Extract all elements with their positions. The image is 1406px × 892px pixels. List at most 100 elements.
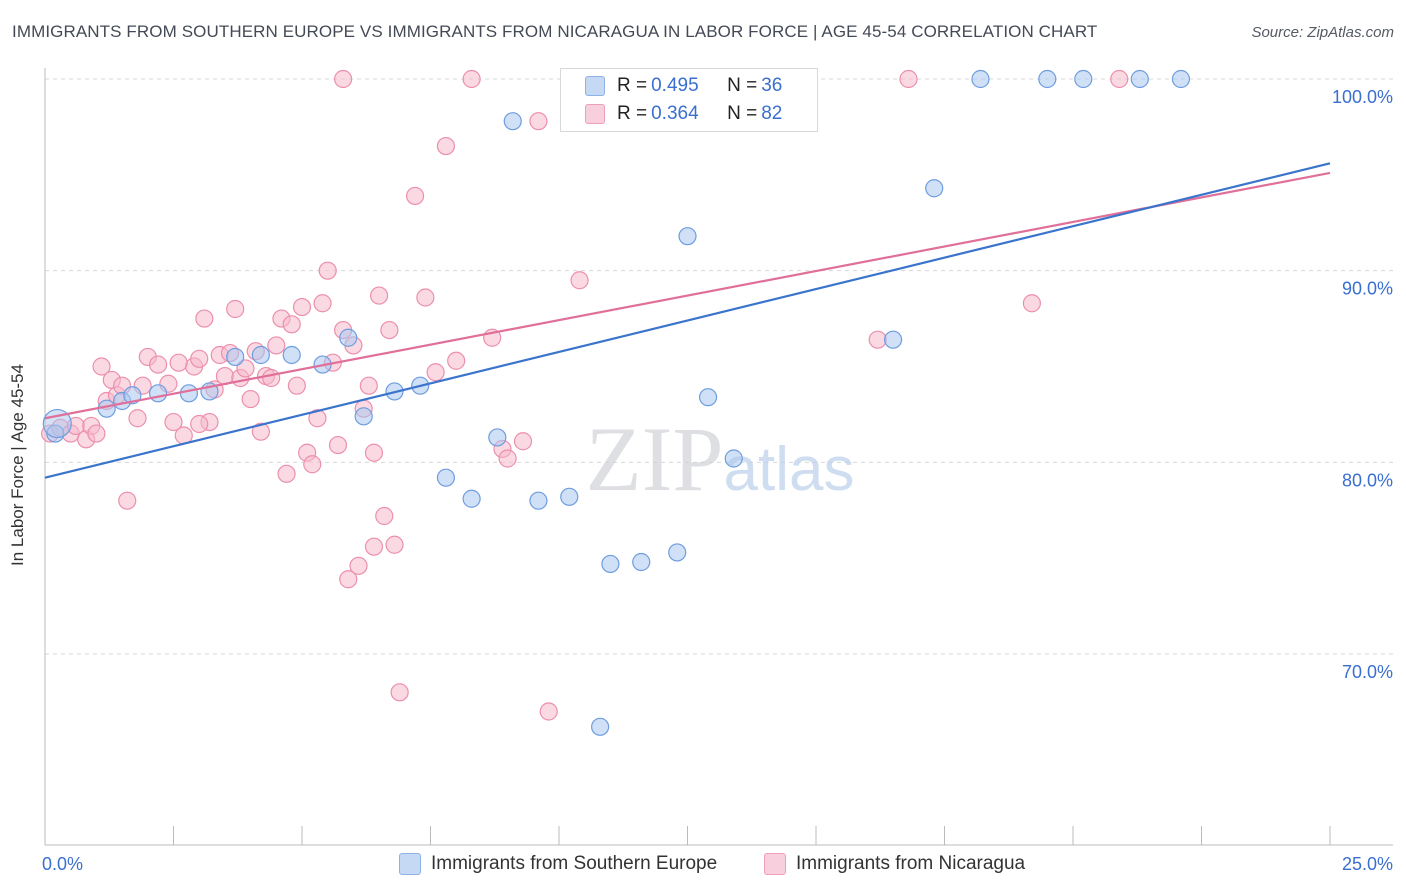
nicaragua-point [328, 435, 348, 455]
southern-europe-point [1130, 69, 1149, 89]
series-southern-europe-points [42, 69, 1191, 736]
legend-r-value: 0.495 [651, 75, 699, 96]
nicaragua-point [539, 702, 558, 721]
southern-europe-point [339, 328, 358, 347]
southern-europe-point [1074, 69, 1093, 89]
nicaragua-point [190, 414, 209, 434]
southern-europe-point [883, 330, 903, 349]
trend-line-southern-europe [44, 162, 1331, 479]
legend-item-nicaragua: Immigrants from Nicaragua [764, 852, 1025, 876]
y-tick-label: 70.0% [1342, 662, 1393, 682]
southern-europe-point [678, 227, 697, 246]
nicaragua-point [164, 412, 183, 432]
nicaragua-point [195, 309, 214, 328]
y-tick-label: 90.0% [1342, 279, 1393, 299]
southern-europe-point [1171, 69, 1191, 89]
nicaragua-point [359, 376, 378, 395]
nicaragua-point [339, 570, 358, 589]
legend-swatch-blue [399, 853, 421, 875]
nicaragua-point [267, 336, 286, 355]
nicaragua-point [226, 299, 245, 319]
nicaragua-point [899, 69, 918, 89]
nicaragua-point [1022, 294, 1041, 313]
nicaragua-point [416, 288, 435, 307]
nicaragua-point [498, 449, 517, 468]
nicaragua-point [190, 349, 209, 368]
nicaragua-point [570, 271, 589, 290]
nicaragua-point [236, 359, 255, 378]
x-tick-label: 25.0% [1342, 854, 1393, 874]
nicaragua-point [364, 443, 384, 462]
legend-row-southern-europe: R = 0.495 N = 36 [585, 73, 782, 99]
legend-r-label: R = [617, 75, 648, 96]
southern-europe-point [148, 384, 168, 403]
southern-europe-point [1038, 69, 1057, 89]
southern-europe-point [698, 388, 718, 407]
nicaragua-point [529, 112, 548, 131]
southern-europe-point [601, 554, 620, 574]
nicaragua-point [334, 69, 353, 89]
nicaragua-point [375, 506, 394, 526]
southern-europe-point [462, 489, 481, 508]
legend-n-value: 36 [761, 75, 783, 96]
nicaragua-point [390, 683, 409, 702]
southern-europe-point [503, 112, 522, 131]
legend-row-nicaragua: R = 0.364 N = 82 [585, 101, 782, 127]
southern-europe-point [488, 428, 507, 447]
nicaragua-point [308, 409, 327, 428]
nicaragua-point [313, 294, 332, 313]
legend-swatch-pink [764, 853, 786, 875]
southern-europe-point [591, 717, 610, 736]
legend-n-label: N = [727, 103, 758, 124]
nicaragua-point [292, 297, 312, 317]
southern-europe-point [354, 407, 373, 426]
southern-europe-point [226, 347, 245, 367]
source-label: Source: ZipAtlas.com [1251, 24, 1394, 41]
nicaragua-point [169, 353, 188, 372]
trend-line-nicaragua [44, 171, 1331, 420]
southern-europe-point [282, 345, 301, 365]
trend-lines [44, 162, 1331, 479]
watermark: ZIPatlas [586, 408, 855, 510]
nicaragua-point [380, 320, 399, 340]
southern-europe-point [724, 449, 743, 468]
nicaragua-point [364, 537, 384, 556]
nicaragua-point [436, 136, 456, 156]
nicaragua-point [405, 186, 425, 206]
southern-europe-point [632, 552, 651, 572]
legend-label-southern-europe: Immigrants from Southern Europe [431, 853, 718, 874]
legend-item-southern-europe: Immigrants from Southern Europe [399, 852, 717, 876]
southern-europe-point [529, 491, 548, 510]
southern-europe-point [179, 384, 199, 403]
nicaragua-point [118, 491, 137, 510]
nicaragua-point [318, 261, 337, 280]
southern-europe-point [560, 487, 579, 506]
legend-r-label: R = [617, 103, 648, 124]
correlation-legend: R = 0.495 N = 36 R = 0.364 N = 82 [560, 68, 818, 132]
southern-europe-point [668, 543, 687, 562]
tick-labels: 70.0% 80.0% 90.0% 100.0% 0.0% 25.0% [42, 87, 1393, 874]
southern-europe-point [971, 69, 990, 89]
nicaragua-point [303, 455, 322, 474]
x-tick-label: 0.0% [42, 854, 83, 874]
southern-europe-point [925, 179, 944, 198]
nicaragua-point [370, 286, 389, 305]
legend-swatch-pink [585, 104, 605, 124]
nicaragua-point [277, 464, 296, 483]
chart-title: IMMIGRANTS FROM SOUTHERN EUROPE VS IMMIG… [12, 22, 1098, 41]
legend-r-value: 0.364 [651, 103, 699, 124]
southern-europe-point [251, 345, 270, 365]
axes [44, 68, 1393, 846]
legend-label-nicaragua: Immigrants from Nicaragua [796, 853, 1026, 874]
nicaragua-point [148, 355, 168, 374]
nicaragua-point [447, 351, 466, 370]
legend-n-value: 82 [761, 103, 783, 124]
nicaragua-point [92, 357, 111, 376]
nicaragua-point [349, 556, 368, 575]
series-nicaragua-points [41, 69, 1129, 721]
nicaragua-point [462, 69, 481, 89]
nicaragua-point [128, 409, 147, 428]
y-axis-label-text: In Labor Force | Age 45-54 [8, 364, 27, 566]
southern-europe-point [436, 468, 456, 487]
